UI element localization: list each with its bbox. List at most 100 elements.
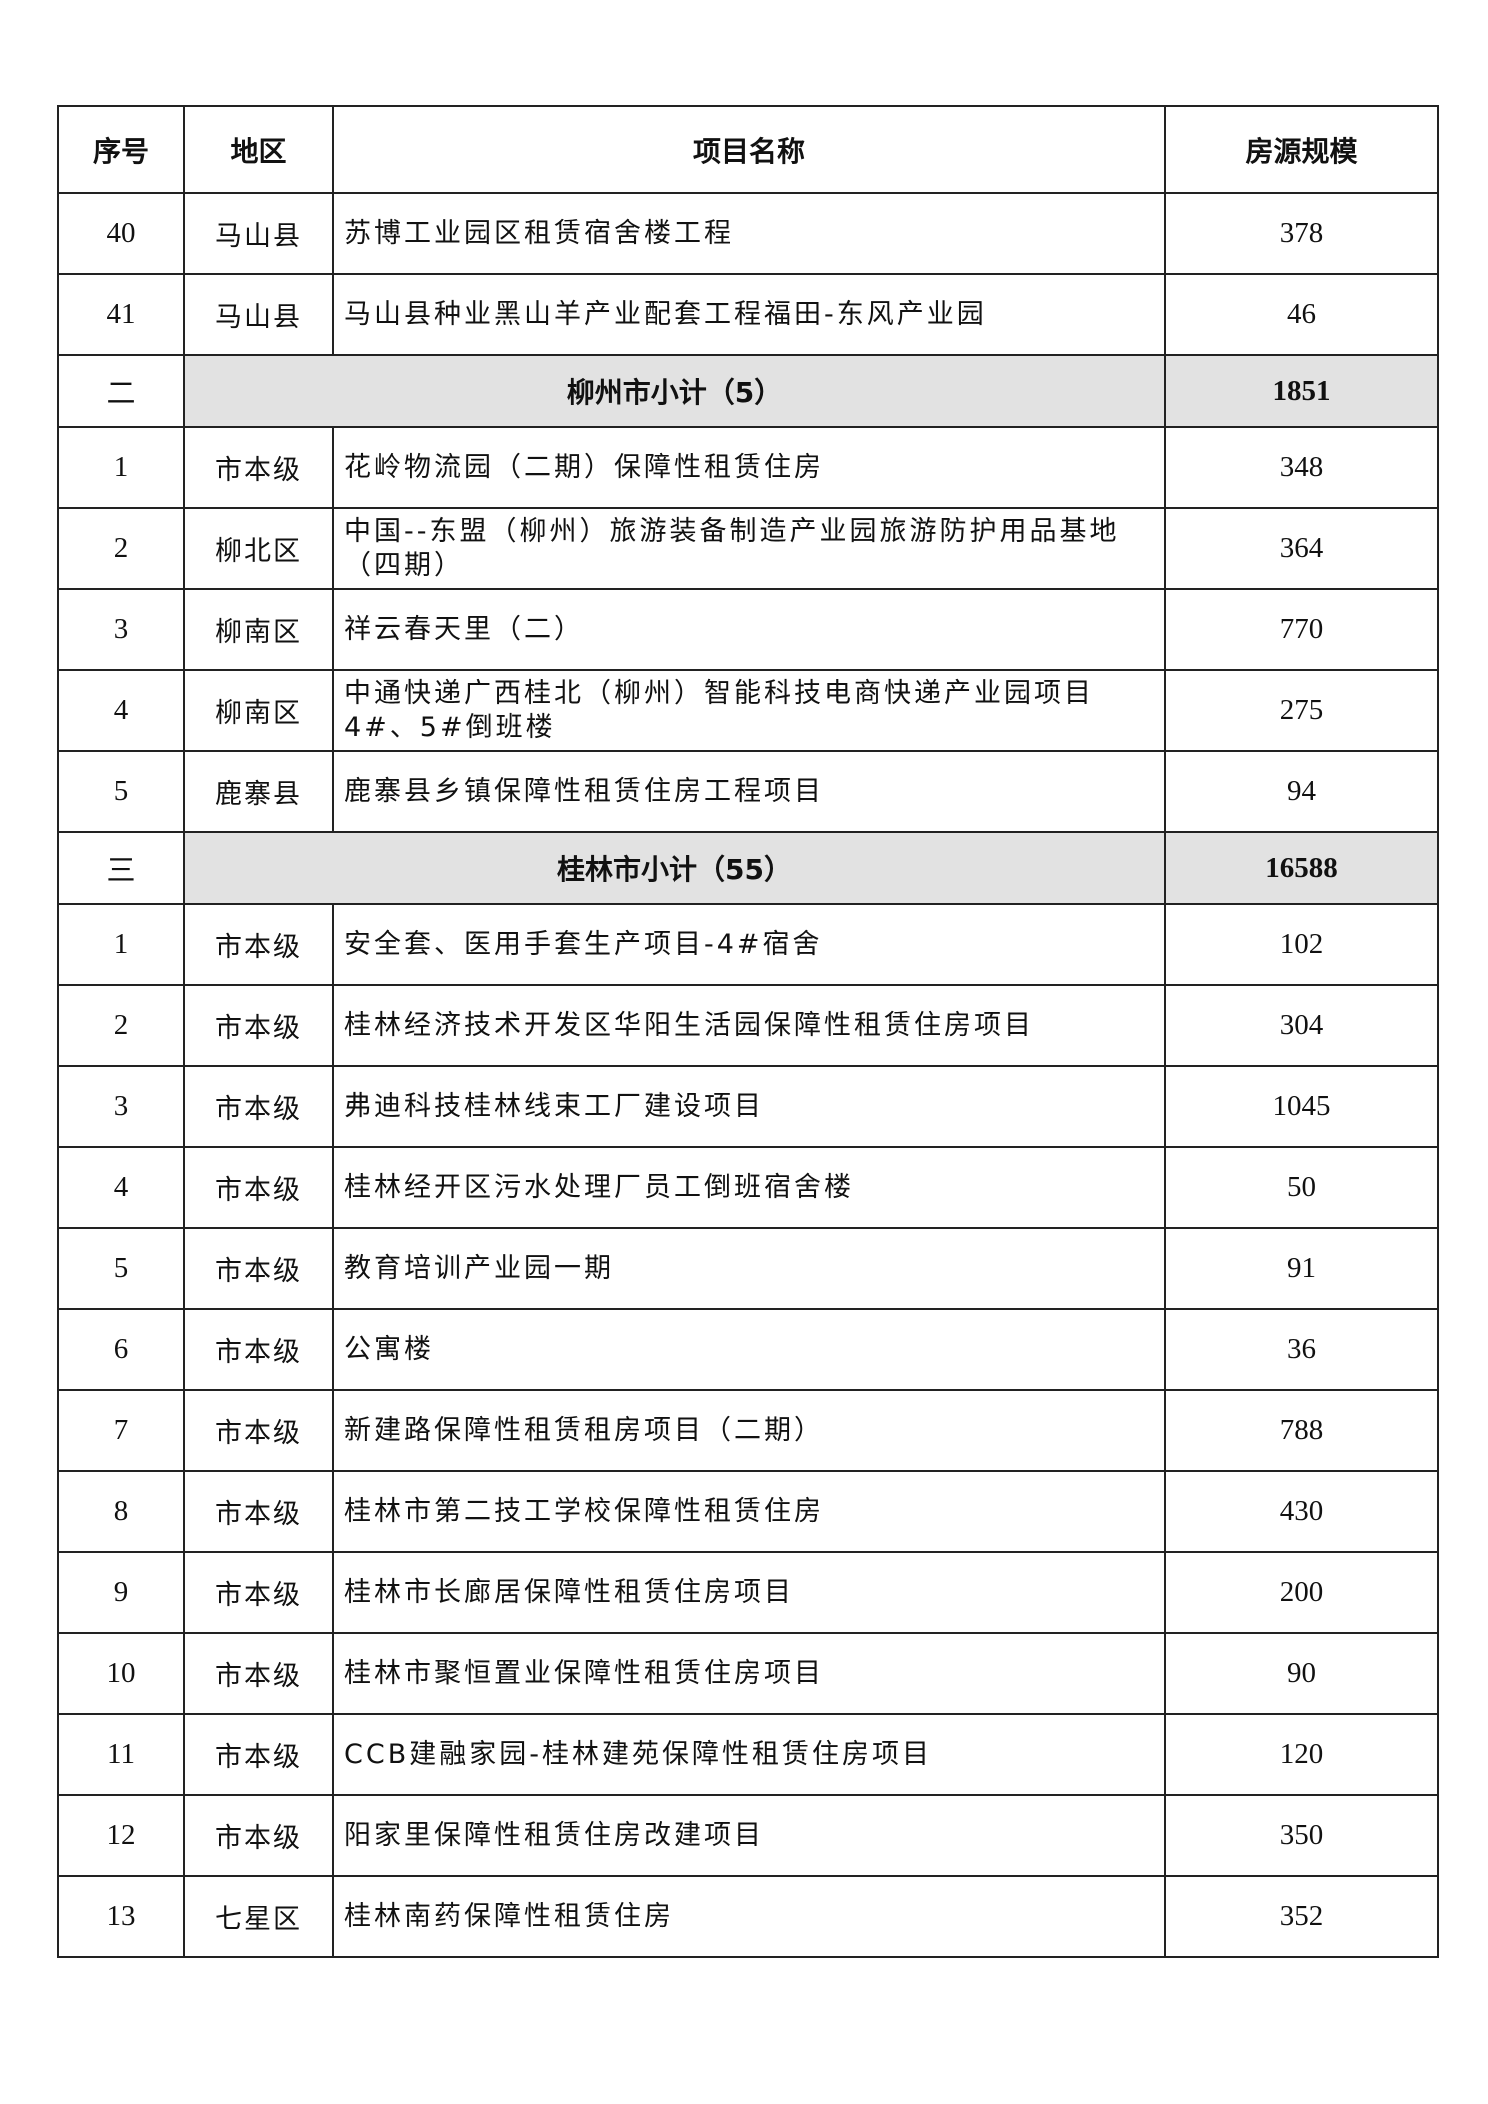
region: 市本级 [183,1389,334,1472]
housing-count: 430 [1164,1470,1439,1553]
project-name: 桂林市长廊居保障性租赁住房项目 [332,1551,1166,1634]
project-name: 马山县种业黑山羊产业配套工程福田-东风产业园 [332,273,1166,356]
housing-count: 91 [1164,1227,1439,1310]
table-row: 11 市本级 CCB建融家园-桂林建苑保障性租赁住房项目 120 [57,1713,1439,1796]
table-body: 40 马山县 苏博工业园区租赁宿舍楼工程 378 41 马山县 马山县种业黑山羊产业配套工程… [57,192,1439,1958]
region: 市本级 [183,1551,334,1634]
project-name: 中国--东盟（柳州）旅游装备制造产业园旅游防护用品基地（四期） [332,507,1166,590]
housing-count: 304 [1164,984,1439,1067]
region: 鹿寨县 [183,750,334,833]
housing-count: 102 [1164,903,1439,986]
region: 市本级 [183,1146,334,1229]
region: 市本级 [183,1065,334,1148]
housing-count: 50 [1164,1146,1439,1229]
project-name: 桂林市第二技工学校保障性租赁住房 [332,1470,1166,1553]
region: 市本级 [183,1713,334,1796]
row-number: 40 [57,192,185,275]
housing-count: 788 [1164,1389,1439,1472]
region: 柳北区 [183,507,334,590]
region: 市本级 [183,1308,334,1391]
region: 七星区 [183,1875,334,1958]
row-number: 5 [57,1227,185,1310]
project-name: 苏博工业园区租赁宿舍楼工程 [332,192,1166,275]
region: 柳南区 [183,669,334,752]
region: 市本级 [183,1632,334,1715]
project-name: CCB建融家园-桂林建苑保障性租赁住房项目 [332,1713,1166,1796]
housing-count: 770 [1164,588,1439,671]
table-row: 1 市本级 花岭物流园（二期）保障性租赁住房 348 [57,426,1439,509]
housing-count: 200 [1164,1551,1439,1634]
subtotal-row: 二柳州市小计（5） 1851 [57,354,1439,428]
project-name: 桂林经济技术开发区华阳生活园保障性租赁住房项目 [332,984,1166,1067]
housing-count: 364 [1164,507,1439,590]
row-number: 2 [57,984,185,1067]
row-number: 10 [57,1632,185,1715]
table-row: 9 市本级 桂林市长廊居保障性租赁住房项目 200 [57,1551,1439,1634]
table-row: 7 市本级 新建路保障性租赁租房项目（二期） 788 [57,1389,1439,1472]
table-row: 5 鹿寨县 鹿寨县乡镇保障性租赁住房工程项目 94 [57,750,1439,833]
subtotal-row: 三桂林市小计（55） 16588 [57,831,1439,905]
header-cell: 地区 [183,105,334,194]
row-number: 2 [57,507,185,590]
table-row: 13 七星区 桂林南药保障性租赁住房 352 [57,1875,1439,1958]
row-number: 7 [57,1389,185,1472]
row-number: 41 [57,273,185,356]
project-name: 桂林经开区污水处理厂员工倒班宿舍楼 [332,1146,1166,1229]
region: 市本级 [183,984,334,1067]
row-number: 3 [57,588,185,671]
header-cell: 项目名称 [332,105,1166,194]
row-number: 13 [57,1875,185,1958]
table-row: 41 马山县 马山县种业黑山羊产业配套工程福田-东风产业园 46 [57,273,1439,356]
project-name: 桂林市聚恒置业保障性租赁住房项目 [332,1632,1166,1715]
project-name: 中通快递广西桂北（柳州）智能科技电商快递产业园项目4#、5#倒班楼 [332,669,1166,752]
housing-count: 94 [1164,750,1439,833]
housing-count: 275 [1164,669,1439,752]
region: 市本级 [183,426,334,509]
subtotal-title: 桂林市小计（55） [183,831,1166,905]
header-cell: 房源规模 [1164,105,1439,194]
table-row: 4 市本级 桂林经开区污水处理厂员工倒班宿舍楼 50 [57,1146,1439,1229]
row-number: 1 [57,426,185,509]
housing-count: 120 [1164,1713,1439,1796]
project-name: 桂林南药保障性租赁住房 [332,1875,1166,1958]
project-name: 祥云春天里（二） [332,588,1166,671]
region: 市本级 [183,903,334,986]
project-table: 序号 地区 项目名称 房源规模 40 马山县 苏博工业园区租赁宿舍楼工程 378 41 马山县马… [57,105,1439,1958]
table-row: 3 市本级 弗迪科技桂林线束工厂建设项目 1045 [57,1065,1439,1148]
table-row: 2 市本级 桂林经济技术开发区华阳生活园保障性租赁住房项目 304 [57,984,1439,1067]
row-number: 1 [57,903,185,986]
housing-count: 378 [1164,192,1439,275]
housing-count: 1045 [1164,1065,1439,1148]
table-row: 8 市本级 桂林市第二技工学校保障性租赁住房 430 [57,1470,1439,1553]
row-number: 3 [57,1065,185,1148]
row-number: 9 [57,1551,185,1634]
header-row: 序号 地区 项目名称 房源规模 [57,105,1439,194]
region: 柳南区 [183,588,334,671]
subtotal-count: 16588 [1164,831,1439,905]
table-row: 1 市本级 安全套、医用手套生产项目-4#宿舍 102 [57,903,1439,986]
row-number: 4 [57,669,185,752]
row-number: 6 [57,1308,185,1391]
region: 马山县 [183,273,334,356]
housing-count: 46 [1164,273,1439,356]
table-row: 2 柳北区 中国--东盟（柳州）旅游装备制造产业园旅游防护用品基地（四期） 364 [57,507,1439,590]
table-row: 5 市本级 教育培训产业园一期 91 [57,1227,1439,1310]
table-row: 4 柳南区 中通快递广西桂北（柳州）智能科技电商快递产业园项目4#、5#倒班楼 275 [57,669,1439,752]
project-name: 阳家里保障性租赁住房改建项目 [332,1794,1166,1877]
region: 市本级 [183,1227,334,1310]
region: 市本级 [183,1470,334,1553]
housing-count: 352 [1164,1875,1439,1958]
subtotal-count: 1851 [1164,354,1439,428]
table-row: 12 市本级 阳家里保障性租赁住房改建项目 350 [57,1794,1439,1877]
subtotal-title: 柳州市小计（5） [183,354,1166,428]
row-number: 12 [57,1794,185,1877]
housing-count: 36 [1164,1308,1439,1391]
table-row: 3 柳南区 祥云春天里（二） 770 [57,588,1439,671]
row-number: 11 [57,1713,185,1796]
housing-count: 348 [1164,426,1439,509]
project-name: 鹿寨县乡镇保障性租赁住房工程项目 [332,750,1166,833]
table-row: 10 市本级 桂林市聚恒置业保障性租赁住房项目 90 [57,1632,1439,1715]
row-number: 5 [57,750,185,833]
project-name: 花岭物流园（二期）保障性租赁住房 [332,426,1166,509]
